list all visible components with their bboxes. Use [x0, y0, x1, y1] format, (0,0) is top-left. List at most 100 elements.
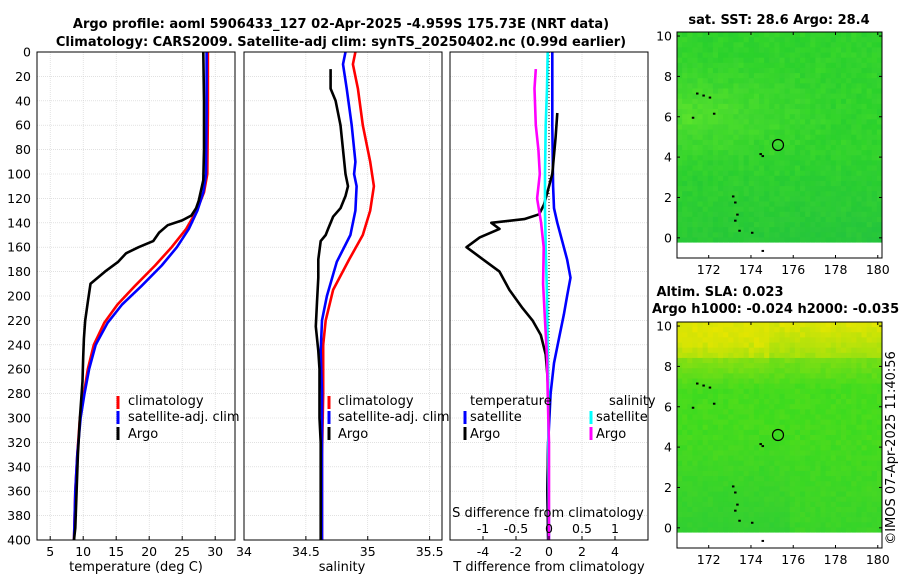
heatmap-cell — [702, 368, 709, 374]
heatmap-cell — [718, 327, 724, 333]
heatmap-cell — [789, 32, 796, 38]
heatmap-cell — [743, 134, 750, 141]
heatmap-cell — [794, 537, 801, 544]
heatmap-cell — [748, 527, 755, 533]
heatmap-cell — [784, 139, 791, 146]
heatmap-cell — [851, 368, 857, 374]
heatmap-cell — [723, 322, 729, 328]
heatmap-cell — [835, 52, 842, 59]
heatmap-cell — [830, 83, 837, 89]
heatmap-cell — [707, 404, 714, 410]
heatmap-cell — [707, 186, 714, 192]
heatmap-cell — [861, 114, 868, 120]
heatmap-cell — [866, 196, 873, 202]
heatmap-cell — [769, 237, 775, 243]
heatmap-cell — [805, 73, 811, 79]
heatmap-cell — [846, 322, 852, 328]
heatmap-cell — [759, 237, 765, 243]
heatmap-cell — [769, 247, 775, 254]
heatmap-cell — [748, 435, 755, 441]
heatmap-cell — [841, 247, 847, 254]
heatmap-cell — [861, 460, 868, 467]
heatmap-cell — [800, 78, 806, 84]
heatmap-cell — [687, 327, 693, 333]
heatmap-cell — [800, 424, 806, 431]
heatmap-cell — [692, 470, 698, 477]
heatmap-cell — [764, 139, 770, 146]
heatmap-cell — [723, 506, 729, 513]
heatmap-cell — [835, 180, 842, 187]
heatmap-cell — [861, 67, 868, 74]
heatmap-cell — [810, 227, 816, 233]
heatmap-cell — [733, 491, 739, 498]
heatmap-cell — [769, 476, 775, 482]
heatmap-cell — [789, 83, 796, 89]
heatmap-cell — [830, 134, 837, 141]
heatmap-cell — [810, 517, 816, 523]
heatmap-cell — [784, 347, 791, 354]
heatmap-cell — [774, 206, 780, 213]
heatmap-cell — [733, 352, 739, 359]
heatmap-cell — [702, 409, 709, 415]
heatmap-cell — [702, 114, 709, 120]
heatmap-cell — [810, 42, 816, 48]
heatmap-cell — [835, 450, 842, 456]
heatmap-cell — [712, 88, 719, 95]
heatmap-cell — [718, 450, 724, 456]
heatmap-cell — [769, 383, 775, 390]
heatmap-cell — [753, 327, 760, 333]
heatmap-cell — [769, 409, 775, 415]
heatmap-cell — [774, 180, 780, 187]
heatmap-cell — [738, 114, 745, 120]
heatmap-cell — [718, 57, 724, 64]
heatmap-cell — [728, 37, 734, 43]
heatmap-cell — [794, 83, 801, 89]
heatmap-cell — [677, 155, 683, 161]
heatmap-cell — [810, 357, 816, 364]
heatmap-cell — [805, 196, 811, 202]
heatmap-cell — [769, 455, 775, 462]
heatmap-cell — [733, 512, 739, 518]
heatmap-cell — [835, 357, 842, 364]
heatmap-cell — [810, 32, 816, 38]
heatmap-cell — [789, 368, 796, 374]
heatmap-cell — [743, 424, 750, 431]
heatmap-cell — [841, 139, 847, 146]
heatmap-cell — [738, 532, 745, 539]
heatmap-cell — [728, 506, 734, 513]
heatmap-cell — [718, 129, 724, 136]
heatmap-cell — [723, 337, 729, 343]
heatmap-cell — [733, 175, 739, 182]
heatmap-cell — [697, 465, 704, 472]
heatmap-cell — [718, 501, 724, 508]
heatmap-cell — [733, 73, 739, 79]
heatmap-cell — [876, 175, 883, 182]
heatmap-cell — [800, 186, 806, 192]
heatmap-cell — [789, 191, 796, 197]
heatmap-cell — [846, 93, 852, 100]
heatmap-cell — [846, 134, 852, 141]
heatmap-cell — [805, 32, 811, 38]
heatmap-cell — [835, 455, 842, 462]
heatmap-cell — [846, 165, 852, 172]
heatmap-cell — [830, 332, 837, 338]
heatmap-cell — [712, 352, 719, 359]
heatmap-cell — [830, 32, 837, 38]
island-mark — [759, 443, 762, 446]
heatmap-cell — [712, 440, 719, 446]
heatmap-cell — [764, 103, 770, 110]
heatmap-cell — [682, 242, 688, 249]
heatmap-cell — [861, 322, 868, 328]
heatmap-cell — [784, 491, 791, 498]
heatmap-cell — [718, 237, 724, 243]
heatmap-cell — [769, 32, 775, 38]
heatmap-cell — [846, 357, 852, 364]
heatmap-cell — [682, 170, 688, 177]
heatmap-cell — [825, 424, 832, 431]
heatmap-cell — [677, 357, 683, 364]
heatmap-cell — [702, 109, 709, 115]
heatmap-cell — [687, 139, 693, 146]
heatmap-cell — [820, 170, 827, 177]
heatmap-cell — [794, 114, 801, 120]
heatmap-cell — [677, 109, 683, 115]
